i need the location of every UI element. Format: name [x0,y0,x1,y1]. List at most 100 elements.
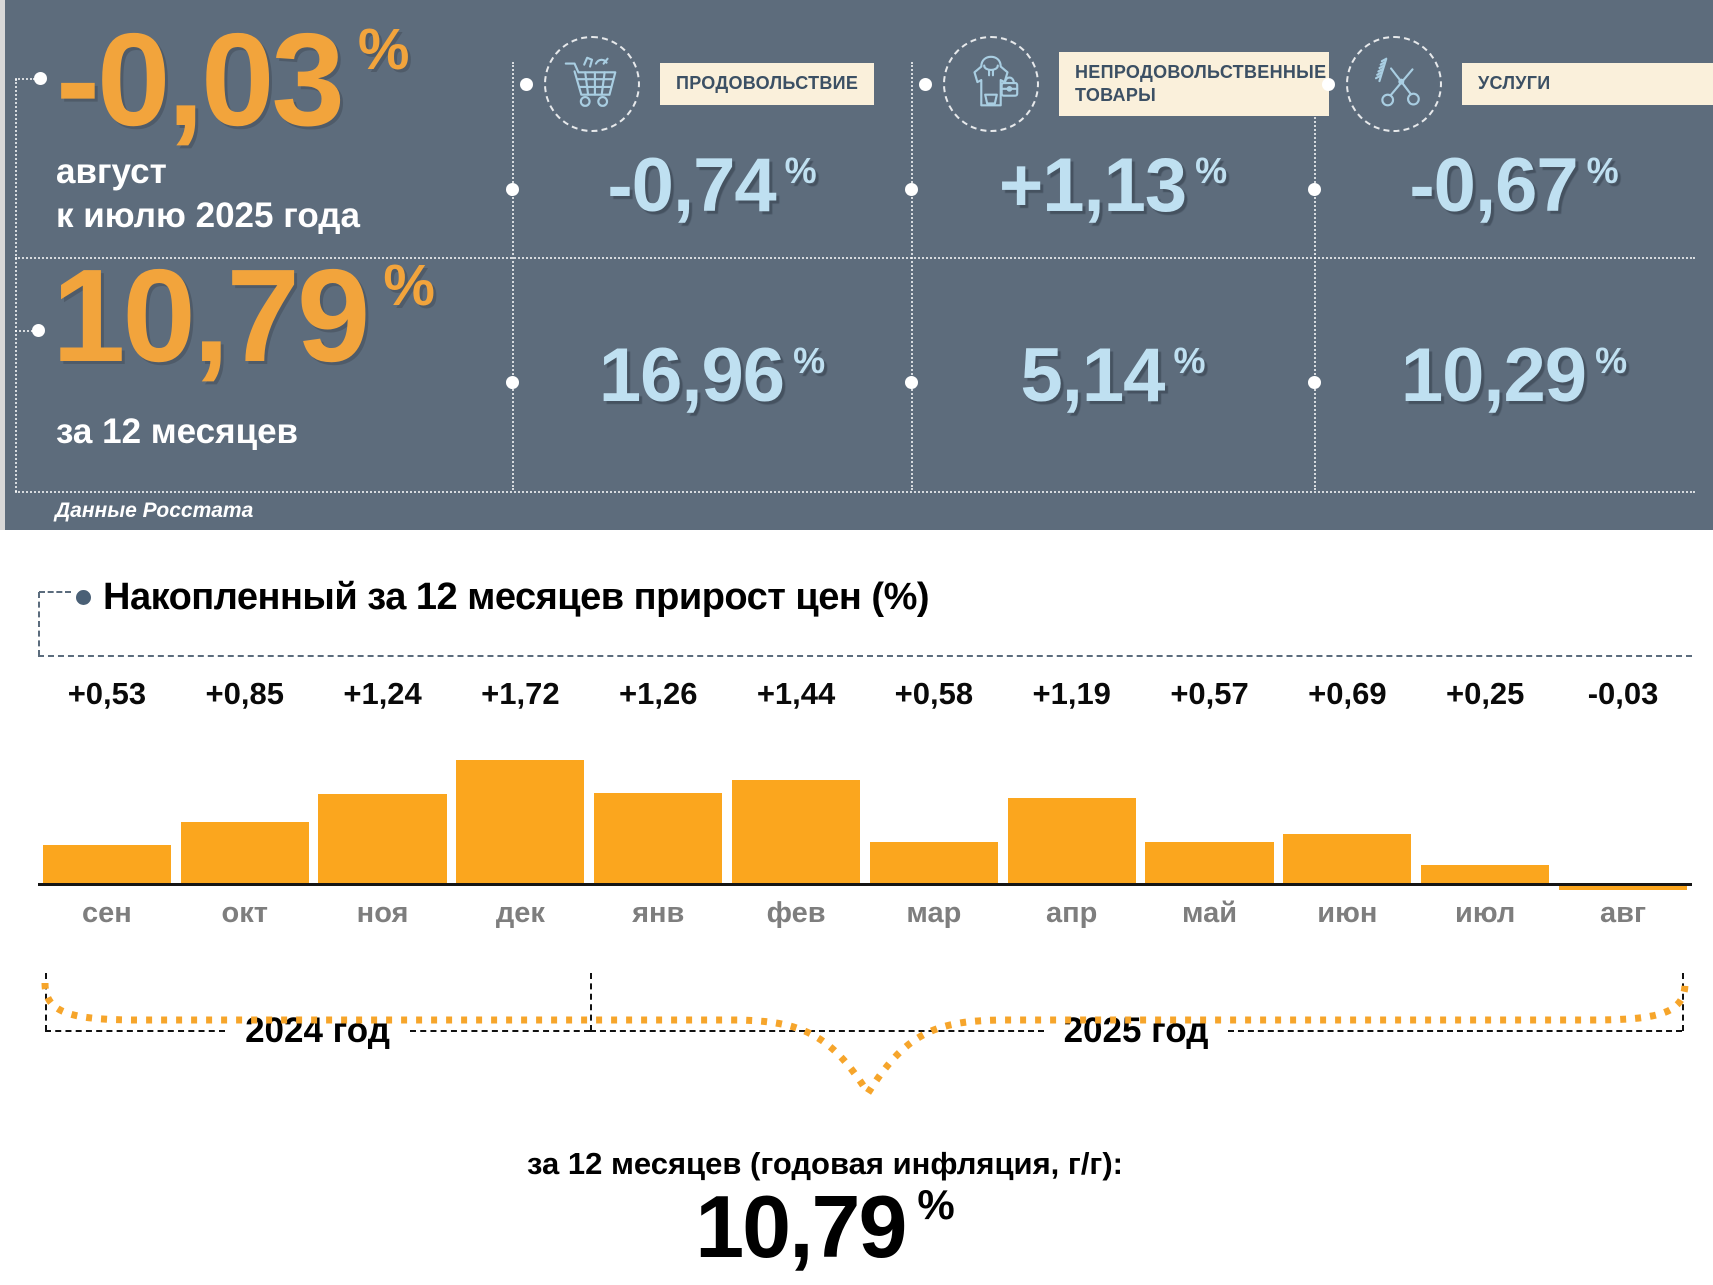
category-services-header: УСЛУГИ [1322,36,1713,132]
chart-value-labels-row: +0,53 +0,85 +1,24 +1,72 +1,26 +1,44 +0,58 +1,19… [38,676,1692,712]
column-divider-3 [1314,62,1316,490]
connector-dot [905,376,918,389]
bar [1145,842,1274,883]
connector-dot [1308,376,1321,389]
percent-sign: % [1195,150,1227,191]
connector-dot [32,324,45,337]
annual-inflation-note: за 12 месяцев (годовая инфляция, г/г): [527,1146,1123,1181]
bar [1421,865,1550,883]
connector-dot [905,183,918,196]
corner-dots-2 [15,330,33,332]
year-dash-line [590,1030,1044,1032]
bar-value-label: +0,53 [67,676,147,711]
bar-value-label: +0,69 [1308,676,1387,711]
bar-slot [865,750,1003,883]
value-number: 5,14 [1020,333,1166,418]
year-dash-line [1228,1030,1682,1032]
left-edge-strip [0,0,5,530]
percent-sign: % [383,253,435,318]
percent-sign: % [1586,150,1619,191]
month-label: ноя [356,897,409,929]
title-bullet-icon [76,590,91,605]
corner-dots-1 [15,78,35,80]
category-nonfood: НЕПРОДОВОЛЬСТВЕННЫЕ ТОВАРЫ +1,13% 5,14% [911,0,1329,530]
nonfood-monthly-value: +1,13% [911,142,1314,229]
clothing-bag-icon [943,36,1039,132]
bar [1007,798,1136,883]
chart-title-row: Накопленный за 12 месяцев прирост цен (%… [76,576,930,619]
category-food-header: ПРОДОВОЛЬСТВИЕ [520,36,911,132]
bar-value-label: +0,57 [1170,676,1249,711]
month-label: окт [221,897,268,929]
services-annual-value: 10,29% [1314,332,1713,419]
grocery-cart-icon [544,36,640,132]
bar-value-label: +0,25 [1445,676,1525,711]
bar-slot [1003,750,1141,883]
caption-line-1: август [56,152,167,191]
month-label: янв [632,897,685,929]
connector-dot [520,77,533,91]
year-dash-line [45,1030,226,1032]
chart-month-labels-row: сен окт ноя дек янв фев мар апр май июн июл авг [38,897,1692,930]
bar-slot [1141,750,1279,883]
percent-sign: % [793,340,825,381]
bar [318,794,447,883]
annual-inflation-value: 10,79% [52,250,435,382]
month-label: июн [1317,897,1378,929]
nonfood-annual-value: 5,14% [911,332,1314,419]
bar [1558,886,1688,890]
annual-total-number: 10,79 [695,1177,907,1276]
percent-sign: % [1595,340,1627,381]
column-divider-1 [512,62,514,490]
connector-dot [1322,77,1335,91]
year-2025-label: 2025 год [1063,1011,1209,1050]
category-nonfood-label: НЕПРОДОВОЛЬСТВЕННЫЕ ТОВАРЫ [1059,51,1329,117]
month-label: мар [906,897,962,929]
annual-inflation-number: 10,79 [52,242,370,389]
annual-inflation-total: 10,79% [0,1176,1650,1278]
year-group-2025: 2025 год [590,1011,1682,1050]
month-label: дек [495,897,545,929]
bar [731,780,861,883]
monthly-inflation-number: -0,03 [56,6,345,153]
column-divider-2 [911,62,913,490]
month-label: апр [1046,897,1098,929]
bar [869,842,998,883]
title-dash-vertical [38,592,40,656]
bar-slot [1278,750,1416,883]
bar [42,845,171,883]
bar-slot [727,750,865,883]
year-bracket-tick-middle [590,973,592,1031]
services-monthly-value: -0,67% [1314,142,1713,229]
bar [1283,834,1412,883]
chart-bars-row [38,750,1692,890]
bar-value-label: +1,24 [343,676,422,711]
annual-brace-decoration [41,982,1689,1100]
month-label: май [1182,897,1238,929]
month-label: авг [1600,897,1647,929]
bottom-separator-dotted [15,491,1695,493]
percent-sign: % [784,150,817,191]
annual-inflation-caption: за 12 месяцев [56,412,299,451]
connector-dot [1308,183,1321,196]
bar-slot [589,750,727,883]
bar-slot [451,750,589,883]
value-number: -0,67 [1409,143,1578,228]
scissors-comb-icon [1346,36,1442,132]
category-nonfood-header: НЕПРОДОВОЛЬСТВЕННЫЕ ТОВАРЫ [919,36,1329,132]
bar [180,822,309,883]
connector-dot [919,77,932,91]
bar-slot [314,750,452,883]
value-number: 10,29 [1400,333,1587,418]
summary-panel: -0,03% август к июлю 2025 года 10,79% за… [0,0,1713,530]
month-label: сен [82,897,132,929]
bar-value-label: -0,03 [1587,676,1659,711]
bar [594,793,723,883]
category-services-label: УСЛУГИ [1462,63,1713,105]
row-separator-dotted [15,257,1695,259]
year-group-2024: 2024 год [45,1011,590,1050]
caption-line-2: к июлю 2025 года [56,195,360,235]
bar-slot [1554,750,1692,890]
bar [456,760,585,883]
